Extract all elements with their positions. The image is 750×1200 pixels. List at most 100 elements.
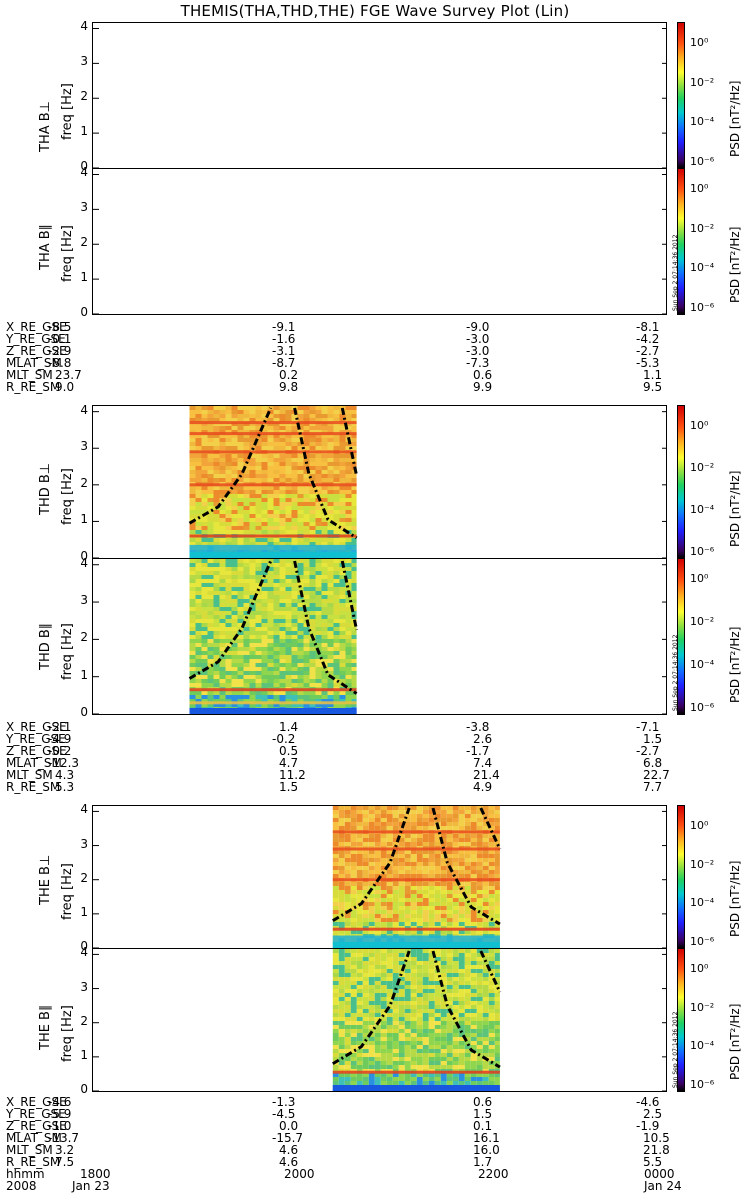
y-tick-label: 1 — [80, 270, 88, 285]
colorbar-tick-label: 10⁻² — [690, 75, 715, 89]
cyclotron-frequency-curve — [332, 807, 411, 922]
ephemeris-name: Y_RE_GSE — [6, 732, 66, 746]
ephemeris-value: -1.6 — [272, 332, 296, 346]
ephemeris-name: MLT_SM — [6, 1143, 53, 1157]
ephemeris-name: R_RE_SM — [6, 780, 61, 794]
ephemeris-value: 4.6 — [279, 1155, 299, 1169]
y-axis-label: freq [Hz] — [60, 863, 75, 920]
y-tick-label: 2 — [80, 630, 88, 645]
time-tick: 2000 — [284, 1167, 315, 1181]
ephemeris-value: 10.5 — [643, 1131, 670, 1145]
ephemeris-value: -4.2 — [636, 332, 660, 346]
cyclotron-frequency-curve — [188, 560, 273, 680]
time-tick: 1800 — [80, 1167, 111, 1181]
ephemeris-name: Y_RE_GSE — [6, 1107, 66, 1121]
colorbar-tick-label: 10⁻⁶ — [690, 301, 715, 314]
spectrogram-cells — [332, 949, 500, 1091]
ephemeris-value: 23.7 — [55, 368, 82, 382]
ephemeris-value: -0.2 — [48, 744, 72, 758]
y-tick-label: 1 — [80, 124, 88, 139]
colorbar-tick-label: 10⁰ — [690, 182, 709, 195]
spectral-band — [189, 483, 357, 487]
ephemeris-value: 7.7 — [643, 780, 663, 794]
ephemeris-value: 9.8 — [279, 380, 299, 394]
y-tick-label: 4 — [80, 165, 88, 180]
panel-label: THA B⊥ — [38, 101, 53, 152]
ephemeris-value: 0.0 — [279, 1119, 299, 1133]
timestamp-stamp: Sun Sep 2 07:14:36 2012 — [672, 234, 679, 311]
low-frequency-band — [189, 708, 357, 714]
y-axis-label: freq [Hz] — [60, 468, 75, 525]
colorbar-title: PSD [nT²/Hz] — [728, 226, 742, 303]
ephemeris-value: -4.9 — [48, 732, 72, 746]
ephemeris-name: MLAT_SM — [6, 356, 62, 370]
y-tick-label: 4 — [80, 555, 88, 570]
spectrogram-cells — [332, 806, 500, 948]
y-tick-label: 4 — [80, 945, 88, 960]
colorbar-tick-label: 10⁰ — [690, 36, 709, 49]
ephemeris-value: -0.1 — [48, 332, 72, 346]
date-label: Jan 24 — [644, 1179, 682, 1193]
cyclotron-frequency-curve — [340, 407, 359, 477]
ephemeris-value: 3.2 — [55, 1143, 75, 1157]
y-axis-label: freq [Hz] — [60, 225, 75, 282]
ephemeris-value: -7.1 — [636, 720, 660, 734]
timestamp-stamp: Sun Sep 2 07:14:36 2012 — [672, 1011, 679, 1088]
y-tick-label: 2 — [80, 475, 88, 490]
panel-label: THA B∥ — [38, 223, 53, 270]
ephemeris-value: -2.7 — [636, 344, 660, 358]
ephemeris-value: 0.5 — [279, 744, 299, 758]
colorbar — [677, 22, 685, 169]
colorbar-tick-label: 10⁰ — [690, 962, 709, 975]
spectral-band — [332, 927, 500, 931]
colorbar-tick-label: 10⁻⁴ — [690, 1039, 715, 1053]
y-tick-label: 1 — [80, 1047, 88, 1062]
spectral-band — [332, 847, 500, 851]
y-tick-label: 0 — [80, 159, 88, 173]
y-axis-label: freq [Hz] — [60, 1005, 75, 1062]
ephemeris-value: 0.6 — [473, 368, 493, 382]
y-tick-label: 3 — [80, 54, 88, 69]
ephemeris-value: -12.3 — [48, 756, 80, 770]
spectrogram-plot — [93, 559, 666, 714]
colorbar-tick-label: 10⁻⁴ — [690, 896, 715, 910]
spectrogram-plot — [93, 406, 666, 558]
ephemeris-name: X_RE_GSE — [6, 1095, 67, 1109]
y-tick-label: 0 — [80, 705, 88, 719]
colorbar-tick-label: 10⁻⁴ — [690, 261, 715, 275]
colorbar — [677, 805, 685, 949]
spectral-band — [189, 450, 357, 454]
ephemeris-name: MLAT_SM — [6, 1131, 62, 1145]
ephemeris-name: MLT_SM — [6, 368, 53, 382]
y-tick-label: 2 — [80, 89, 88, 104]
ephemeris-value: 6.8 — [643, 756, 663, 770]
ephemeris-name: MLAT_SM — [6, 756, 62, 770]
spectral-band — [189, 421, 357, 425]
ephemeris-value: -8.8 — [48, 356, 72, 370]
colorbar-title: PSD [nT²/Hz] — [728, 470, 742, 547]
ephemeris-value: -3.1 — [272, 344, 296, 358]
ephemeris-name: Z_RE_GSE — [6, 1119, 67, 1133]
colorbar-tick-label: 10⁻⁶ — [690, 935, 715, 948]
colorbar-tick-label: 10⁻² — [690, 615, 715, 628]
y-tick-label: 4 — [80, 802, 88, 817]
y-tick-label: 3 — [80, 836, 88, 851]
ephemeris-value: 0.6 — [473, 1095, 493, 1109]
cyclotron-frequency-curve — [431, 807, 501, 926]
time-tick: 0000 — [644, 1167, 675, 1181]
y-tick-label: 4 — [80, 402, 88, 417]
ephemeris-value: 2.6 — [473, 732, 493, 746]
ephemeris-name: Y_RE_GSE — [6, 332, 66, 346]
colorbar-tick-label: 10⁻⁶ — [690, 1078, 715, 1091]
spectral-band — [189, 701, 357, 705]
y-axis-label: freq [Hz] — [60, 623, 75, 680]
ephemeris-value: -13.7 — [48, 1131, 80, 1145]
colorbar-tick-label: 10⁻⁶ — [690, 701, 715, 714]
ephemeris-value: 9.9 — [473, 380, 493, 394]
colorbar-tick-label: 10⁻⁶ — [690, 155, 715, 168]
ephemeris-value: 16.0 — [473, 1143, 500, 1157]
ephemeris-name: X_RE_GSE — [6, 720, 67, 734]
ephemeris-value: 16.1 — [473, 1131, 500, 1145]
ephemeris-value: -15.7 — [272, 1131, 304, 1145]
spectral-band — [189, 688, 357, 692]
